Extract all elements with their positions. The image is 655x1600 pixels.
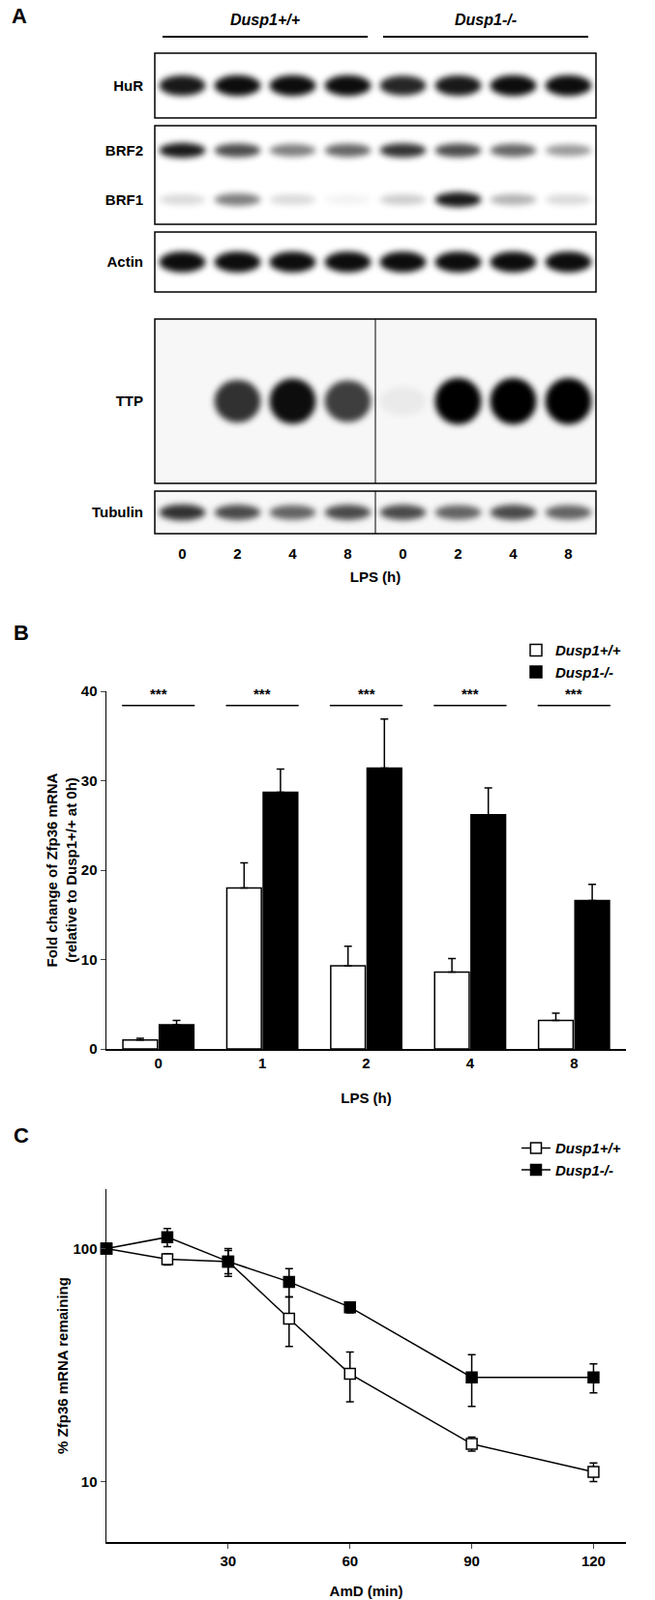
svg-text:% Zfp36 mRNA remaining: % Zfp36 mRNA remaining (54, 1278, 71, 1456)
svg-text:0: 0 (154, 1055, 163, 1072)
svg-text:Dusp1-/-: Dusp1-/- (555, 664, 614, 682)
svg-text:A: A (11, 3, 28, 29)
svg-text:8: 8 (569, 1055, 578, 1072)
svg-text:2: 2 (233, 545, 241, 563)
svg-text:40: 40 (81, 683, 98, 700)
svg-text:***: *** (461, 685, 479, 703)
svg-text:AmD (min): AmD (min) (329, 1583, 404, 1600)
svg-text:0: 0 (178, 545, 186, 563)
svg-text:10: 10 (81, 1474, 98, 1491)
svg-text:8: 8 (343, 545, 352, 563)
svg-text:Dusp1+/+: Dusp1+/+ (230, 11, 300, 29)
svg-text:LPS (h): LPS (h) (340, 1090, 392, 1107)
svg-text:BRF1: BRF1 (105, 191, 144, 209)
svg-text:120: 120 (581, 1553, 606, 1571)
svg-text:Fold change of Zfp36 mRNA(rela: Fold change of Zfp36 mRNA(relative to Du… (43, 773, 80, 968)
svg-text:8: 8 (564, 545, 572, 563)
svg-text:HuR: HuR (113, 77, 144, 94)
svg-text:2: 2 (453, 545, 462, 563)
svg-text:100: 100 (72, 1241, 97, 1258)
svg-text:***: *** (565, 685, 583, 703)
svg-text:***: *** (253, 685, 271, 703)
svg-text:20: 20 (81, 862, 98, 879)
svg-text:BRF2: BRF2 (105, 142, 144, 159)
svg-text:C: C (13, 1124, 30, 1149)
svg-text:***: *** (357, 685, 376, 703)
svg-text:30: 30 (220, 1553, 238, 1571)
svg-text:10: 10 (81, 952, 98, 969)
svg-text:TTP: TTP (116, 392, 144, 410)
svg-text:30: 30 (81, 773, 98, 790)
svg-text:Dusp1-/-: Dusp1-/- (555, 1162, 614, 1180)
svg-text:4: 4 (288, 545, 298, 563)
svg-text:Tubulin: Tubulin (91, 504, 144, 521)
svg-text:Dusp1+/+: Dusp1+/+ (555, 642, 622, 659)
svg-text:4: 4 (508, 545, 518, 563)
svg-text:1: 1 (258, 1055, 267, 1072)
svg-text:***: *** (149, 685, 168, 703)
svg-text:0: 0 (89, 1041, 97, 1058)
svg-text:Dusp1+/+: Dusp1+/+ (555, 1140, 622, 1158)
svg-text:Dusp1-/-: Dusp1-/- (454, 11, 517, 29)
svg-text:0: 0 (398, 545, 407, 563)
svg-text:2: 2 (361, 1055, 370, 1072)
svg-text:Actin: Actin (107, 253, 145, 270)
svg-text:LPS (h): LPS (h) (350, 568, 402, 586)
svg-text:90: 90 (463, 1553, 480, 1571)
svg-text:4: 4 (466, 1055, 476, 1072)
svg-text:B: B (13, 621, 30, 646)
svg-text:60: 60 (341, 1553, 358, 1571)
